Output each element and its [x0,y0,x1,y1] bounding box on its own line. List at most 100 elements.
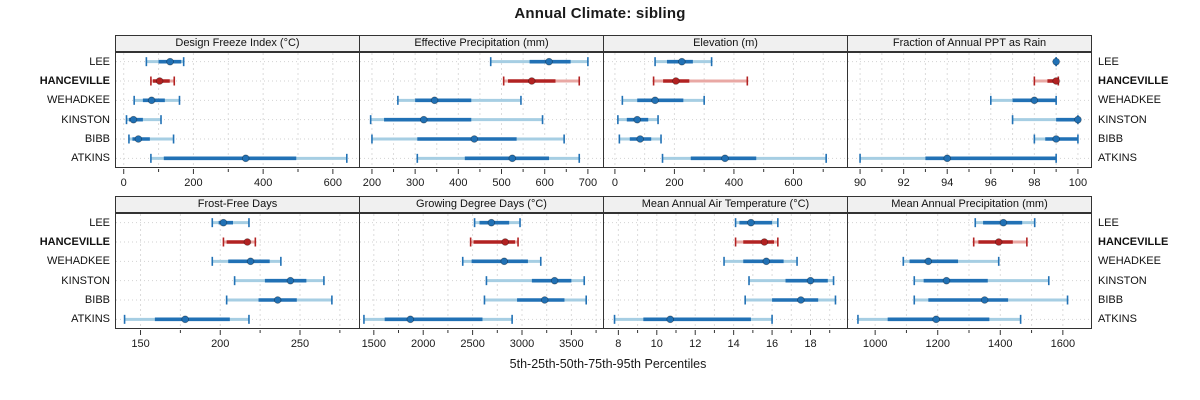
median-dot-kinston [550,276,559,285]
median-dot-kinston [633,115,642,124]
median-dot-wehadkee [651,96,659,105]
panel-mean-annual-precipitation-mm [847,213,1092,329]
series-bibb [913,295,1069,305]
tick-label: 1600 [1051,338,1075,350]
tick-label: 700 [579,177,597,189]
tick-label: 94 [941,177,953,189]
median-dot-lee [219,218,228,227]
tick-label: 2500 [460,338,484,350]
series-hanceville [734,237,779,247]
median-dot-kinston [1074,115,1082,124]
series-wehadkee [621,95,705,105]
median-dot-bibb [470,135,479,143]
series-atkins [857,314,1022,324]
series-wehadkee [723,256,798,266]
series-kinston [748,276,835,286]
median-dot-lee [545,57,553,66]
series-hanceville [469,237,519,247]
tick-label: 1000 [863,338,887,350]
chart-title: Annual Climate: sibling [514,5,686,22]
site-label-left-hanceville-row1: HANCEVILLE [39,236,110,248]
site-label-right-lee-row1: LEE [1098,216,1119,229]
tick-label: 300 [406,177,424,189]
x-axis-mean-annual-air-temperature-c: 8 10 12 14 16 18 [615,330,831,350]
tick-label: 400 [254,177,272,189]
series-hanceville [972,237,1028,247]
series-hanceville [150,76,176,86]
series-lee [489,57,589,67]
site-label-left-atkins-row0: ATKINS [71,152,110,165]
tick-label: 600 [784,177,802,189]
tick-label: 1400 [988,338,1012,350]
tick-label: 600 [324,177,342,189]
median-dot-lee [487,218,496,227]
median-dot-bibb [273,296,282,304]
median-dot-atkins [932,315,940,324]
median-dot-bibb [134,135,143,143]
tick-label: 250 [291,338,309,350]
site-label-right-kinston-row1: KINSTON [1098,274,1147,287]
panel-effective-precipitation-mm [359,52,604,168]
tick-label: 90 [854,177,866,189]
median-dot-kinston [419,115,428,124]
strip-header-frost-free-days: Frost-Free Days [115,196,360,213]
strip-header-fraction-of-annual-ppt-as-rain: Fraction of Annual PPT as Rain [847,35,1092,52]
tick-label: 8 [615,338,621,350]
tick-label: 400 [725,177,743,189]
series-atkins [363,314,513,324]
median-dot-bibb [1052,135,1060,143]
median-dot-atkins [406,315,415,324]
series-atkins [859,153,1057,163]
series-wehadkee [211,256,282,266]
site-label-right-bibb-row1: BIBB [1098,294,1124,306]
site-label-left-kinston-row1: KINSTON [61,274,110,287]
series-bibb [618,134,662,144]
median-dot-wehadkee [147,96,156,105]
tick-label: 200 [363,177,381,189]
series-atkins [416,153,581,163]
series-kinston [485,276,586,286]
series-wehadkee [461,256,542,266]
site-label-right-wehadkee-row0: WEHADKEE [1098,94,1161,107]
site-label-left-wehadkee-row1: WEHADKEE [47,255,110,268]
median-dot-kinston [129,115,138,124]
median-dot-wehadkee [500,257,509,266]
median-dot-bibb [980,296,989,304]
series-lee [974,218,1036,228]
median-dot-lee [166,57,174,66]
median-dot-hanceville [243,238,252,246]
series-bibb [483,295,588,305]
median-dot-hanceville [672,77,680,85]
series-wehadkee [397,95,522,105]
median-dot-hanceville [527,77,536,85]
series-atkins [613,314,773,324]
tick-label: 100 [1069,177,1087,189]
site-label-right-atkins-row1: ATKINS [1098,313,1137,326]
tick-label: 0 [121,177,127,189]
percentiles-footer-label: 5th-25th-50th-75th-95th Percentiles [509,357,707,371]
series-kinston [1011,115,1082,125]
median-dot-lee [1052,57,1060,66]
series-kinston [125,115,162,125]
panel-frost-free-days [115,213,360,329]
series-bibb [1033,134,1079,144]
strip-header-growing-degree-days-c: Growing Degree Days (°C) [359,196,604,213]
median-dot-hanceville [1052,77,1060,85]
series-bibb [225,295,333,305]
series-wehadkee [133,95,181,105]
series-hanceville [1033,76,1060,86]
tick-label: 10 [651,338,663,350]
series-bibb [371,134,565,144]
tick-label: 18 [804,338,816,350]
median-dot-bibb [636,135,644,143]
series-lee [473,218,521,228]
series-lee [1052,57,1060,67]
median-dot-atkins [181,315,189,324]
median-dot-atkins [721,154,729,163]
series-lee [654,57,713,67]
series-kinston [913,276,1050,286]
median-dot-wehadkee [430,96,439,105]
tick-label: 16 [766,338,778,350]
panel-design-freeze-index-c [115,52,360,168]
